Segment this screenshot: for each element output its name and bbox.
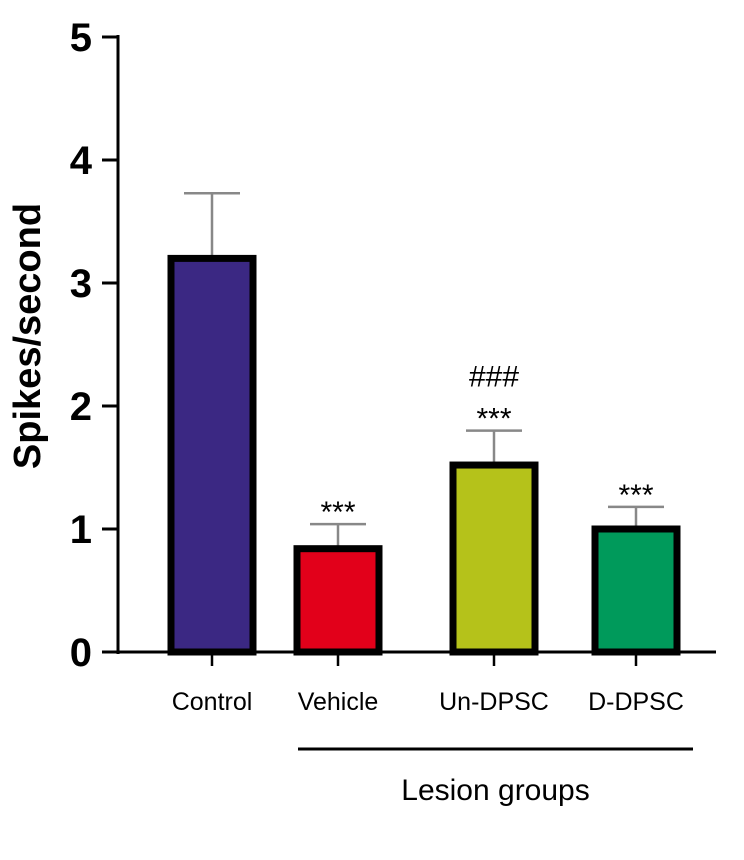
bar-d-dpsc [591,525,681,656]
x-tick-labels: Control Vehicle Un-DPSC D-DPSC [172,688,684,716]
y-tick-label-4: 4 [70,139,93,183]
y-tick-label-0: 0 [70,631,92,675]
y-tick-label-1: 1 [70,508,92,552]
x-tick-label-d-dpsc: D-DPSC [588,688,684,716]
bar-control [167,254,257,656]
bar-vehicle [293,545,383,656]
y-tick-label-5: 5 [70,16,92,60]
annotation-un-dpsc-0: ### [469,361,519,394]
x-tick-label-control: Control [172,688,253,716]
group-bracket: Lesion groups [298,747,693,807]
annotations: *** ### *** *** [320,361,653,529]
annotation-vehicle-0: *** [320,496,355,529]
x-tick-label-vehicle: Vehicle [298,688,379,716]
group-label: Lesion groups [401,774,589,807]
y-axis-label: Spikes/second [7,203,49,469]
x-tick-label-un-dpsc: Un-DPSC [439,688,549,716]
y-tick-label-2: 2 [70,385,92,429]
bars [167,191,681,656]
bar-un-dpsc [449,461,539,656]
annotation-un-dpsc-1: *** [476,403,511,436]
annotation-d-dpsc-0: *** [618,479,653,512]
y-tick-label-3: 3 [70,262,92,306]
